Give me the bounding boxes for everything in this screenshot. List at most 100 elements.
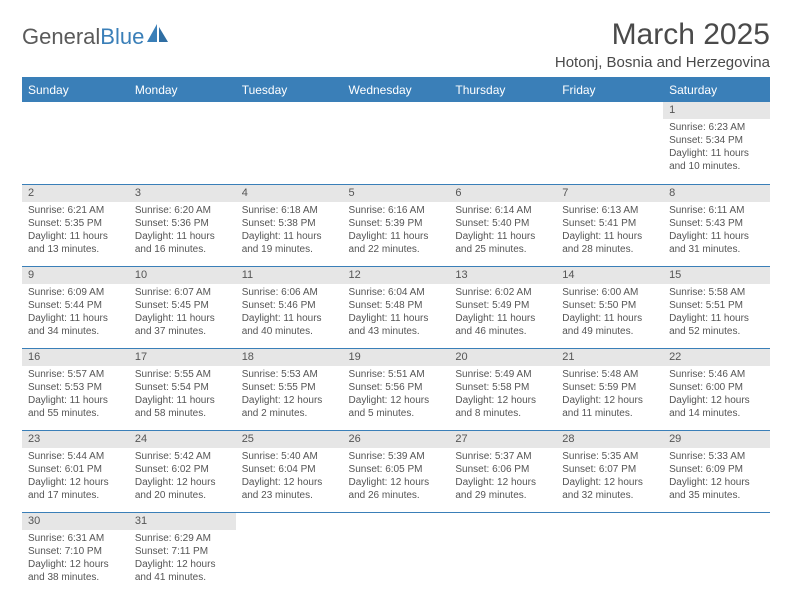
calendar-day-cell: 30Sunrise: 6:31 AMSunset: 7:10 PMDayligh… (22, 512, 129, 594)
sunset-text: Sunset: 6:06 PM (455, 463, 550, 476)
day-number: 2 (22, 185, 129, 202)
daylight-text: Daylight: 11 hours and 13 minutes. (28, 230, 123, 256)
calendar-day-cell: 2Sunrise: 6:21 AMSunset: 5:35 PMDaylight… (22, 184, 129, 266)
day-details: Sunrise: 5:35 AMSunset: 6:07 PMDaylight:… (556, 448, 663, 506)
sunrise-text: Sunrise: 5:39 AM (349, 450, 444, 463)
sunrise-text: Sunrise: 6:21 AM (28, 204, 123, 217)
day-details: Sunrise: 6:09 AMSunset: 5:44 PMDaylight:… (22, 284, 129, 342)
day-details: Sunrise: 5:51 AMSunset: 5:56 PMDaylight:… (343, 366, 450, 424)
sunset-text: Sunset: 5:53 PM (28, 381, 123, 394)
calendar-day-cell: 4Sunrise: 6:18 AMSunset: 5:38 PMDaylight… (236, 184, 343, 266)
day-number: 29 (663, 431, 770, 448)
logo-text-blue: Blue (100, 24, 144, 50)
sunrise-text: Sunrise: 5:44 AM (28, 450, 123, 463)
day-number: 25 (236, 431, 343, 448)
daylight-text: Daylight: 12 hours and 14 minutes. (669, 394, 764, 420)
calendar-day-cell: 9Sunrise: 6:09 AMSunset: 5:44 PMDaylight… (22, 266, 129, 348)
day-details: Sunrise: 6:11 AMSunset: 5:43 PMDaylight:… (663, 202, 770, 260)
sunrise-text: Sunrise: 5:49 AM (455, 368, 550, 381)
sunset-text: Sunset: 5:46 PM (242, 299, 337, 312)
sunset-text: Sunset: 5:49 PM (455, 299, 550, 312)
day-details: Sunrise: 6:00 AMSunset: 5:50 PMDaylight:… (556, 284, 663, 342)
day-details: Sunrise: 6:04 AMSunset: 5:48 PMDaylight:… (343, 284, 450, 342)
calendar-day-cell: 15Sunrise: 5:58 AMSunset: 5:51 PMDayligh… (663, 266, 770, 348)
calendar-day-cell: 11Sunrise: 6:06 AMSunset: 5:46 PMDayligh… (236, 266, 343, 348)
day-number: 22 (663, 349, 770, 366)
sunset-text: Sunset: 6:07 PM (562, 463, 657, 476)
sunrise-text: Sunrise: 6:13 AM (562, 204, 657, 217)
sunrise-text: Sunrise: 6:14 AM (455, 204, 550, 217)
sunset-text: Sunset: 5:39 PM (349, 217, 444, 230)
daylight-text: Daylight: 11 hours and 46 minutes. (455, 312, 550, 338)
day-number: 14 (556, 267, 663, 284)
calendar-week-row: 16Sunrise: 5:57 AMSunset: 5:53 PMDayligh… (22, 348, 770, 430)
month-title: March 2025 (555, 18, 770, 52)
day-number: 5 (343, 185, 450, 202)
calendar-day-cell: 17Sunrise: 5:55 AMSunset: 5:54 PMDayligh… (129, 348, 236, 430)
day-details: Sunrise: 6:16 AMSunset: 5:39 PMDaylight:… (343, 202, 450, 260)
sunset-text: Sunset: 5:43 PM (669, 217, 764, 230)
logo-text-gray: General (22, 24, 100, 50)
daylight-text: Daylight: 12 hours and 41 minutes. (135, 558, 230, 584)
calendar-day-cell: 6Sunrise: 6:14 AMSunset: 5:40 PMDaylight… (449, 184, 556, 266)
day-number: 16 (22, 349, 129, 366)
sunset-text: Sunset: 6:00 PM (669, 381, 764, 394)
sunset-text: Sunset: 5:38 PM (242, 217, 337, 230)
calendar-week-row: 23Sunrise: 5:44 AMSunset: 6:01 PMDayligh… (22, 430, 770, 512)
calendar-day-cell: 13Sunrise: 6:02 AMSunset: 5:49 PMDayligh… (449, 266, 556, 348)
day-details: Sunrise: 6:06 AMSunset: 5:46 PMDaylight:… (236, 284, 343, 342)
calendar-day-cell: 29Sunrise: 5:33 AMSunset: 6:09 PMDayligh… (663, 430, 770, 512)
day-details: Sunrise: 6:23 AMSunset: 5:34 PMDaylight:… (663, 119, 770, 177)
daylight-text: Daylight: 12 hours and 11 minutes. (562, 394, 657, 420)
header: GeneralBlue March 2025 Hotonj, Bosnia an… (22, 18, 770, 71)
day-details: Sunrise: 6:14 AMSunset: 5:40 PMDaylight:… (449, 202, 556, 260)
weekday-header: Friday (556, 78, 663, 103)
calendar-day-cell: 25Sunrise: 5:40 AMSunset: 6:04 PMDayligh… (236, 430, 343, 512)
sunrise-text: Sunrise: 5:33 AM (669, 450, 764, 463)
daylight-text: Daylight: 12 hours and 20 minutes. (135, 476, 230, 502)
sunrise-text: Sunrise: 6:20 AM (135, 204, 230, 217)
day-number: 30 (22, 513, 129, 530)
calendar-day-cell: 27Sunrise: 5:37 AMSunset: 6:06 PMDayligh… (449, 430, 556, 512)
calendar-day-cell (556, 512, 663, 594)
day-details: Sunrise: 5:57 AMSunset: 5:53 PMDaylight:… (22, 366, 129, 424)
sail-icon (147, 24, 169, 50)
day-details: Sunrise: 5:55 AMSunset: 5:54 PMDaylight:… (129, 366, 236, 424)
day-number: 18 (236, 349, 343, 366)
sunset-text: Sunset: 6:02 PM (135, 463, 230, 476)
day-number: 9 (22, 267, 129, 284)
daylight-text: Daylight: 11 hours and 28 minutes. (562, 230, 657, 256)
day-details: Sunrise: 5:53 AMSunset: 5:55 PMDaylight:… (236, 366, 343, 424)
calendar-day-cell: 23Sunrise: 5:44 AMSunset: 6:01 PMDayligh… (22, 430, 129, 512)
sunrise-text: Sunrise: 5:53 AM (242, 368, 337, 381)
day-details: Sunrise: 5:33 AMSunset: 6:09 PMDaylight:… (663, 448, 770, 506)
sunset-text: Sunset: 5:45 PM (135, 299, 230, 312)
calendar-day-cell: 18Sunrise: 5:53 AMSunset: 5:55 PMDayligh… (236, 348, 343, 430)
day-details: Sunrise: 5:39 AMSunset: 6:05 PMDaylight:… (343, 448, 450, 506)
calendar-day-cell: 28Sunrise: 5:35 AMSunset: 6:07 PMDayligh… (556, 430, 663, 512)
calendar-day-cell (449, 512, 556, 594)
day-number: 4 (236, 185, 343, 202)
daylight-text: Daylight: 12 hours and 35 minutes. (669, 476, 764, 502)
day-number: 26 (343, 431, 450, 448)
sunset-text: Sunset: 5:55 PM (242, 381, 337, 394)
sunrise-text: Sunrise: 5:35 AM (562, 450, 657, 463)
title-block: March 2025 Hotonj, Bosnia and Herzegovin… (555, 18, 770, 71)
day-details: Sunrise: 6:29 AMSunset: 7:11 PMDaylight:… (129, 530, 236, 588)
daylight-text: Daylight: 11 hours and 31 minutes. (669, 230, 764, 256)
day-number: 11 (236, 267, 343, 284)
sunset-text: Sunset: 5:50 PM (562, 299, 657, 312)
calendar-day-cell: 3Sunrise: 6:20 AMSunset: 5:36 PMDaylight… (129, 184, 236, 266)
day-number: 27 (449, 431, 556, 448)
sunrise-text: Sunrise: 6:02 AM (455, 286, 550, 299)
sunset-text: Sunset: 5:36 PM (135, 217, 230, 230)
sunrise-text: Sunrise: 5:51 AM (349, 368, 444, 381)
calendar-day-cell: 19Sunrise: 5:51 AMSunset: 5:56 PMDayligh… (343, 348, 450, 430)
daylight-text: Daylight: 11 hours and 34 minutes. (28, 312, 123, 338)
daylight-text: Daylight: 11 hours and 58 minutes. (135, 394, 230, 420)
calendar-day-cell (236, 102, 343, 184)
calendar-day-cell (449, 102, 556, 184)
sunset-text: Sunset: 6:09 PM (669, 463, 764, 476)
sunset-text: Sunset: 5:54 PM (135, 381, 230, 394)
sunrise-text: Sunrise: 6:31 AM (28, 532, 123, 545)
